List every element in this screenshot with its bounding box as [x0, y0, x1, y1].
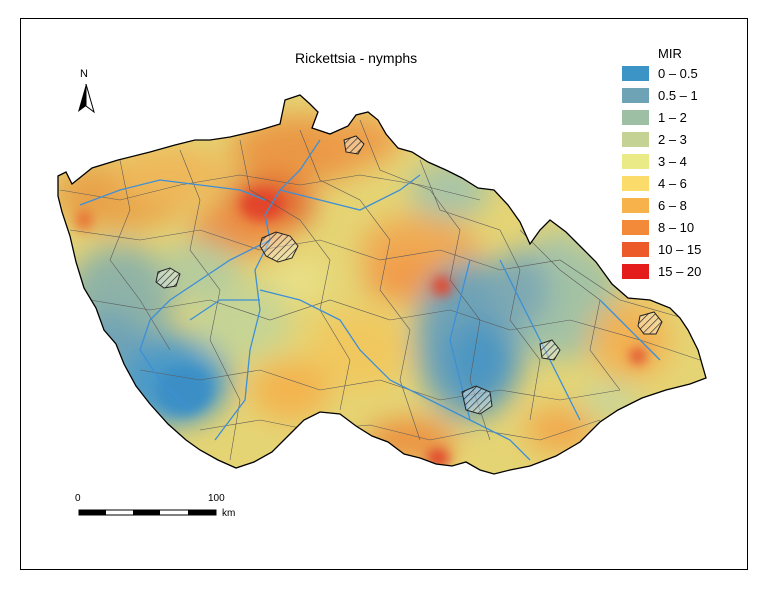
legend-label: 3 – 4	[658, 154, 687, 169]
scale-bar: 0 100 km	[72, 493, 252, 523]
city-area-3	[343, 135, 365, 155]
scale-bar-graphic	[78, 509, 217, 516]
legend-title: MIR	[658, 46, 682, 61]
legend-swatch	[622, 198, 649, 213]
legend-label: 0 – 0.5	[658, 66, 698, 81]
legend-label: 0.5 – 1	[658, 88, 698, 103]
legend-item: 2 – 3	[622, 132, 732, 150]
city-area-2	[155, 267, 181, 289]
legend-swatch	[622, 88, 649, 103]
legend-label: 8 – 10	[658, 220, 695, 235]
city-area-6	[637, 311, 663, 335]
legend-label: 10 – 15	[658, 242, 702, 257]
legend-label: 6 – 8	[658, 198, 687, 213]
legend-label: 15 – 20	[658, 264, 702, 279]
legend-item: 0 – 0.5	[622, 66, 732, 84]
district-borders	[59, 119, 701, 461]
city-area-4	[461, 385, 493, 415]
legend-item: 4 – 6	[622, 176, 732, 194]
legend-label: 1 – 2	[658, 110, 687, 125]
rivers	[79, 139, 661, 461]
map-title: Rickettsia - nymphs	[295, 50, 418, 66]
legend-swatch	[622, 132, 649, 147]
city-area-1	[259, 231, 299, 263]
legend-item: 1 – 2	[622, 110, 732, 128]
legend-label: 2 – 3	[658, 132, 687, 147]
legend-item: 10 – 15	[622, 242, 732, 260]
legend-swatch	[622, 110, 649, 125]
legend-item: 3 – 4	[622, 154, 732, 172]
scale-unit-label: km	[222, 508, 236, 519]
city-areas	[155, 135, 663, 415]
legend-item: 6 – 8	[622, 198, 732, 216]
legend-item: 15 – 20	[622, 264, 732, 282]
north-arrow: N	[75, 68, 99, 118]
legend-swatch	[622, 176, 649, 191]
legend-item: 8 – 10	[622, 220, 732, 238]
legend-swatch	[622, 242, 649, 257]
scale-start-label: 0	[75, 493, 81, 504]
city-area-5	[539, 339, 561, 361]
scale-end-label: 100	[208, 493, 225, 504]
north-arrow-icon	[78, 83, 95, 114]
north-label: N	[80, 68, 88, 80]
legend-swatch	[622, 264, 649, 279]
legend-label: 4 – 6	[658, 176, 687, 191]
legend-swatch	[622, 154, 649, 169]
legend-swatch	[622, 220, 649, 235]
legend-item: 0.5 – 1	[622, 88, 732, 106]
legend-swatch	[622, 66, 649, 81]
